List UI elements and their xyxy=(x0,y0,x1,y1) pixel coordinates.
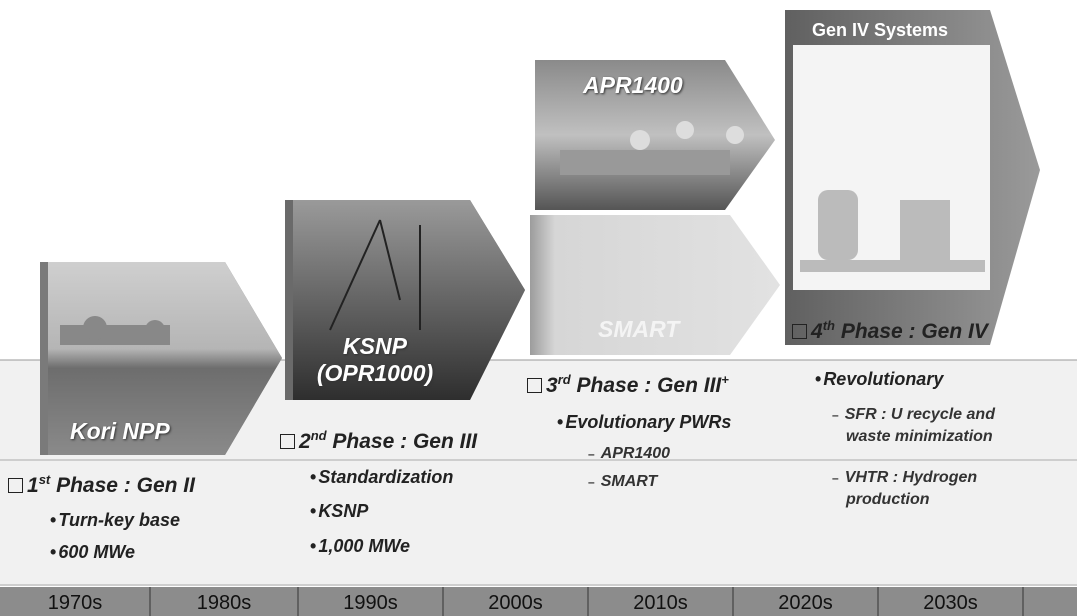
phase-number: 1 xyxy=(27,474,39,497)
phase-item: KSNP xyxy=(310,501,368,522)
sub-item-line: SMART xyxy=(601,473,658,490)
decade-label: 1980s xyxy=(150,590,298,616)
sub-item-line: production xyxy=(846,489,977,511)
decade-label: 2010s xyxy=(588,590,733,616)
phase-sub-item: –APR1400 xyxy=(588,443,670,465)
decade-label: 2030s xyxy=(878,590,1023,616)
phase-title: 4th Phase : Gen IV xyxy=(792,318,988,344)
phase-title: 2nd Phase : Gen III xyxy=(280,428,477,454)
phase-number: 3 xyxy=(546,374,558,397)
phase-title: 1st Phase : Gen II xyxy=(8,472,195,498)
picture-title: Gen IV Systems xyxy=(812,20,948,41)
phase-title: 3rd Phase : Gen III+ xyxy=(527,372,729,398)
phase-ordinal: nd xyxy=(311,428,327,443)
phase-ordinal: rd xyxy=(558,372,571,387)
sub-item-line: SFR : U recycle and xyxy=(845,406,995,423)
phase-sub-item: –SMART xyxy=(588,471,657,493)
picture-label-line: (OPR1000) xyxy=(300,360,450,387)
phase-item: Revolutionary xyxy=(815,369,943,390)
sub-item-line: waste minimization xyxy=(846,426,995,448)
phase-name: Phase : Gen III xyxy=(577,374,722,397)
decade-label: 2020s xyxy=(733,590,878,616)
sub-item-line: VHTR : Hydrogen xyxy=(845,469,977,486)
phase-number: 2 xyxy=(299,430,311,453)
decade-label: 1990s xyxy=(298,590,443,616)
phase-name: Phase : Gen III xyxy=(332,430,477,453)
picture-label: Kori NPP xyxy=(70,418,170,445)
phase-item: Standardization xyxy=(310,467,453,488)
phase-ordinal: th xyxy=(823,318,835,333)
phase-ordinal: st xyxy=(39,472,51,487)
sub-item-line: APR1400 xyxy=(601,445,670,462)
phase-number: 4 xyxy=(811,320,823,343)
phase-sub-item: –VHTR : Hydrogen production xyxy=(832,467,977,511)
phase-name: Phase : Gen IV xyxy=(841,320,988,343)
phase-sub-item: –SFR : U recycle and waste minimization xyxy=(832,404,995,448)
page: {"timeline": ["1970s", "1980s", "1990s",… xyxy=(0,0,1077,616)
phase-item: 1,000 MWe xyxy=(310,536,410,557)
picture-label-line: KSNP xyxy=(300,333,450,360)
phase-item: Turn-key base xyxy=(50,510,180,531)
phase-sup: + xyxy=(721,372,729,387)
phase-name: Phase : Gen II xyxy=(56,474,195,497)
picture-label: SMART xyxy=(598,316,679,343)
picture-label: APR1400 xyxy=(583,72,683,99)
phase-item: 600 MWe xyxy=(50,542,135,563)
phase-item: Evolutionary PWRs xyxy=(557,412,731,433)
picture-label: KSNP (OPR1000) xyxy=(300,333,450,387)
decade-label: 2000s xyxy=(443,590,588,616)
decade-label: 1970s xyxy=(0,590,150,616)
